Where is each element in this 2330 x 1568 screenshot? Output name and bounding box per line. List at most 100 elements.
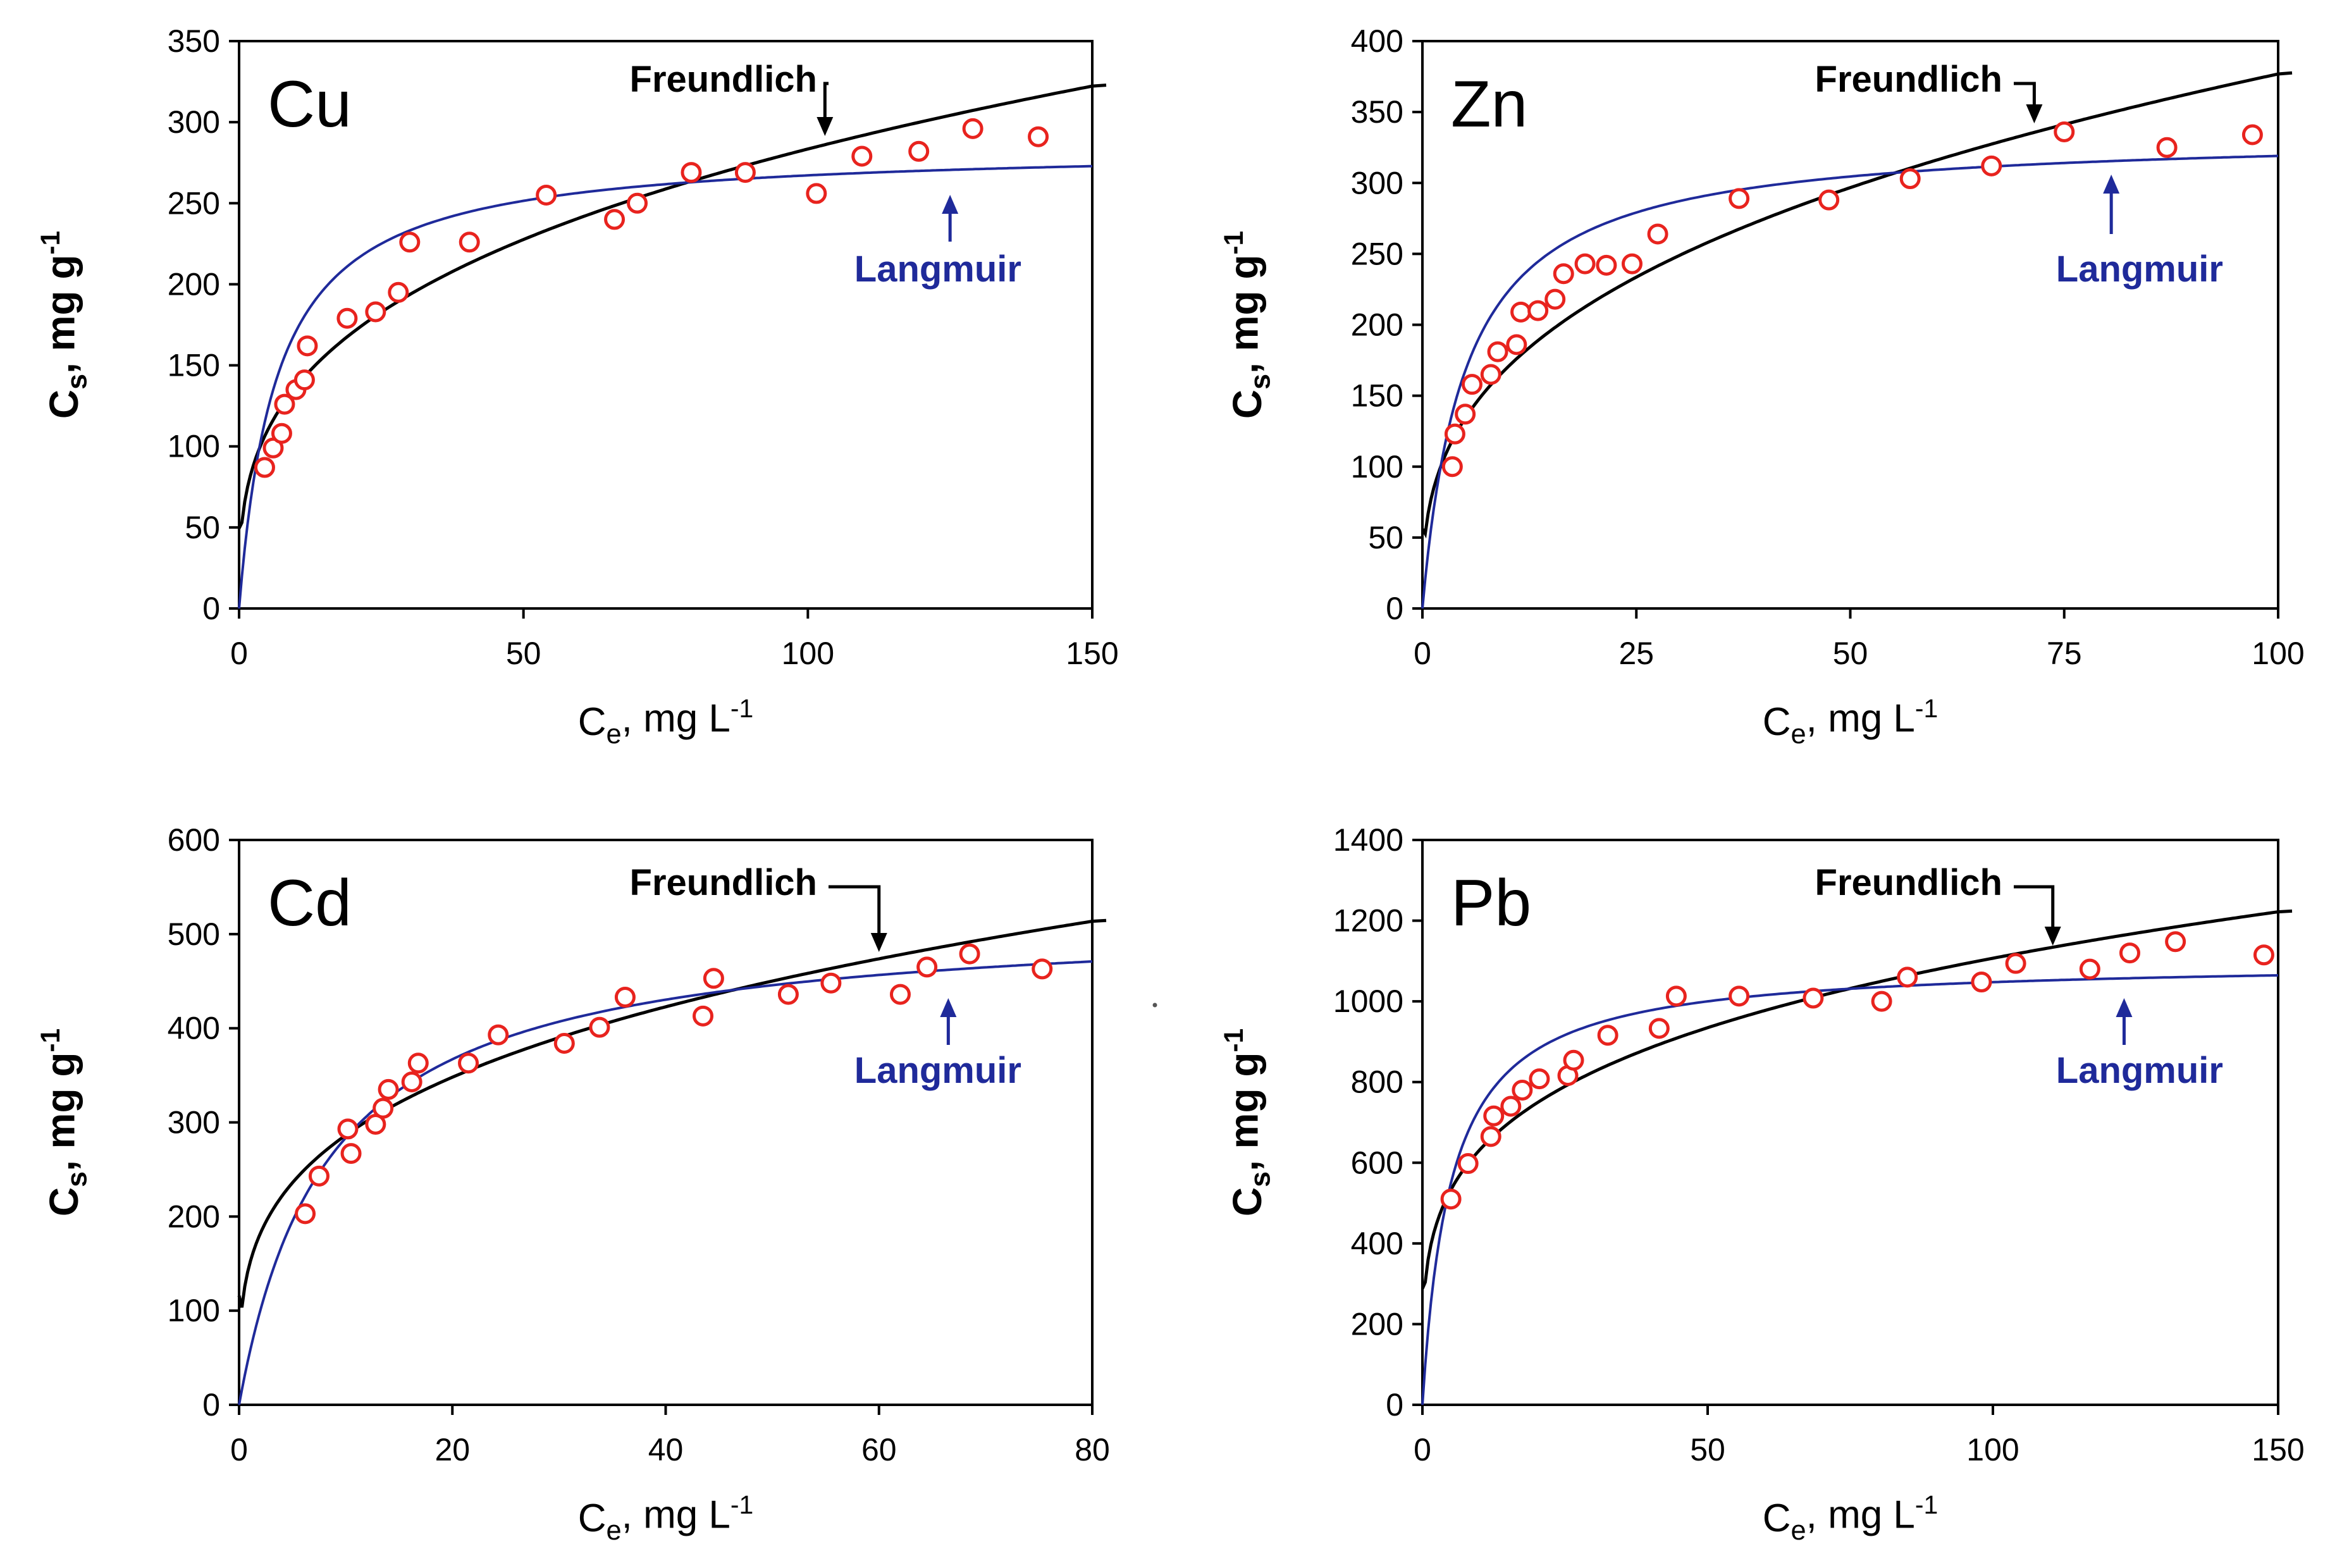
data-point bbox=[1487, 341, 1508, 362]
data-point bbox=[1899, 168, 1921, 190]
x-tick-label: 150 bbox=[1066, 636, 1118, 671]
chart-panel-pb: 0 50 100 150 0 200 400 600 800 1000 1200 1400 Ce, mg… bbox=[1219, 822, 2305, 1546]
freundlich-arrow-head bbox=[870, 933, 887, 952]
data-point bbox=[553, 1032, 575, 1054]
data-point bbox=[407, 1053, 429, 1074]
y-tick-label: 150 bbox=[168, 348, 220, 383]
x-axis-label: Ce, mg L-1 bbox=[1763, 1490, 1939, 1546]
freundlich-arrow-line bbox=[823, 82, 829, 118]
chart-panel-cu: 0 50 100 150 0 50 100 150 200 250 300 350 Ce, mg L-1… bbox=[35, 23, 1119, 750]
x-tick-label: 0 bbox=[1414, 1432, 1431, 1467]
data-point bbox=[1971, 972, 1992, 993]
x-tick-label: 20 bbox=[435, 1432, 470, 1467]
data-point bbox=[373, 1097, 394, 1119]
freundlich-arrow-line bbox=[2014, 885, 2055, 928]
x-tick-label: 0 bbox=[230, 1432, 248, 1467]
data-point bbox=[777, 984, 799, 1005]
freundlich-label: Freundlich bbox=[1815, 862, 2002, 903]
data-point bbox=[1527, 300, 1549, 321]
data-point bbox=[536, 184, 557, 206]
x-tick-label: 0 bbox=[230, 636, 248, 671]
data-point bbox=[1665, 985, 1687, 1007]
langmuir-label: Langmuir bbox=[854, 249, 1021, 290]
data-point bbox=[388, 281, 409, 303]
data-point bbox=[1512, 1079, 1533, 1101]
freundlich-arrow-head bbox=[2044, 927, 2061, 946]
data-point bbox=[1574, 253, 1596, 275]
y-tick-label: 350 bbox=[168, 23, 220, 59]
data-point bbox=[703, 968, 724, 989]
y-tick-label: 300 bbox=[168, 104, 220, 140]
y-tick-label: 200 bbox=[168, 1199, 220, 1234]
x-axis-label: Ce, mg L-1 bbox=[578, 1490, 754, 1546]
data-point bbox=[1480, 364, 1501, 385]
data-point bbox=[1897, 966, 1918, 988]
freundlich-label: Freundlich bbox=[630, 59, 817, 100]
y-axis-label: Cs, mg g-1 bbox=[1219, 1028, 1276, 1216]
freundlich-arrow-head bbox=[817, 117, 834, 136]
y-tick-label: 100 bbox=[168, 429, 220, 464]
y-tick-label: 500 bbox=[168, 917, 220, 952]
y-tick-label: 200 bbox=[1351, 1306, 1403, 1342]
data-point bbox=[1529, 1068, 1550, 1090]
data-point bbox=[340, 1143, 362, 1164]
y-tick-label: 350 bbox=[1351, 94, 1403, 130]
x-tick-label: 50 bbox=[1833, 636, 1868, 671]
x-tick-label: 50 bbox=[1690, 1432, 1725, 1467]
data-point bbox=[2005, 953, 2026, 974]
data-point bbox=[1483, 1105, 1505, 1127]
y-axis-label: Cs, mg g-1 bbox=[1219, 231, 1276, 419]
y-tick-label: 50 bbox=[1368, 520, 1403, 555]
freundlich-curve bbox=[1421, 71, 2293, 539]
freundlich-label: Freundlich bbox=[630, 862, 817, 903]
data-point bbox=[1729, 188, 1750, 209]
data-point bbox=[1032, 958, 1053, 980]
data-point bbox=[627, 192, 648, 214]
x-tick-label: 80 bbox=[1075, 1432, 1110, 1467]
data-point bbox=[1563, 1049, 1584, 1071]
data-point bbox=[1461, 374, 1482, 395]
langmuir-curve bbox=[1421, 154, 2279, 609]
panel-label: Cd bbox=[268, 867, 352, 940]
y-tick-label: 1200 bbox=[1333, 903, 1403, 939]
data-point bbox=[488, 1024, 509, 1046]
x-tick-label: 150 bbox=[2252, 1432, 2304, 1467]
y-tick-label: 1000 bbox=[1333, 984, 1403, 1019]
y-tick-label: 1400 bbox=[1333, 822, 1403, 858]
data-point bbox=[1544, 288, 1566, 310]
data-point bbox=[1803, 987, 1824, 1009]
y-tick-label: 0 bbox=[1386, 591, 1403, 626]
data-point bbox=[806, 183, 827, 204]
data-point bbox=[2119, 942, 2140, 964]
y-tick-label: 150 bbox=[1351, 378, 1403, 414]
data-point bbox=[1621, 253, 1643, 275]
data-point bbox=[2054, 121, 2075, 143]
y-tick-label: 250 bbox=[168, 185, 220, 221]
y-tick-label: 50 bbox=[185, 510, 220, 545]
data-point bbox=[295, 1203, 316, 1225]
data-point bbox=[254, 457, 275, 478]
y-tick-label: 0 bbox=[202, 591, 220, 626]
y-tick-label: 300 bbox=[1351, 165, 1403, 201]
data-point bbox=[1871, 991, 1892, 1012]
data-point bbox=[1028, 126, 1049, 147]
x-tick-label: 75 bbox=[2047, 636, 2082, 671]
data-point bbox=[916, 956, 938, 978]
data-point bbox=[1444, 423, 1465, 445]
data-point bbox=[589, 1016, 610, 1038]
y-tick-label: 200 bbox=[168, 266, 220, 302]
panel-label: Zn bbox=[1451, 68, 1527, 141]
x-tick-label: 100 bbox=[2252, 636, 2304, 671]
langmuir-arrow-head bbox=[940, 998, 957, 1017]
data-point bbox=[2241, 124, 2263, 145]
panel-label: Cu bbox=[268, 68, 352, 141]
data-point bbox=[959, 943, 980, 965]
y-tick-label: 600 bbox=[168, 822, 220, 858]
data-point bbox=[681, 162, 702, 183]
data-point bbox=[1441, 456, 1463, 478]
data-point bbox=[820, 972, 842, 994]
freundlich-arrow-head bbox=[2026, 104, 2043, 123]
y-tick-label: 0 bbox=[202, 1387, 220, 1423]
